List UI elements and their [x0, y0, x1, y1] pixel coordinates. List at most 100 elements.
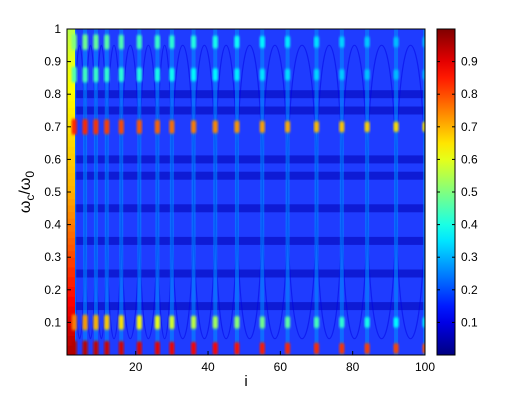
resonance-spot — [104, 67, 110, 83]
y-tick-label: 0.1 — [44, 315, 61, 329]
resonance-spot — [259, 35, 265, 49]
vertical-band-4 — [119, 29, 124, 355]
resonance-spot — [93, 340, 99, 355]
edge-column-cell — [67, 172, 75, 180]
edge-column-cell — [67, 100, 75, 108]
edge-column-cell — [67, 224, 75, 232]
resonance-spot — [169, 35, 175, 49]
resonance-spot — [154, 35, 160, 49]
edge-column-cell — [67, 120, 75, 128]
resonance-spot — [191, 35, 197, 49]
resonance-spot — [234, 120, 240, 134]
edge-column-cell — [67, 113, 75, 121]
edge-column-cell — [67, 87, 75, 95]
dark-row-0 — [67, 302, 425, 311]
colorbar-tick-label: 0.2 — [461, 283, 478, 297]
resonance-spot — [71, 340, 77, 355]
edge-column-cell — [67, 306, 75, 317]
edge-column-cell — [67, 81, 75, 89]
resonance-spot — [136, 67, 142, 82]
edge-column-cell — [67, 345, 75, 355]
edge-column-cell — [67, 107, 75, 115]
y-label-slash: / — [17, 190, 34, 195]
edge-column-cell — [67, 74, 75, 82]
resonance-spot — [393, 69, 399, 80]
resonance-spot — [169, 120, 175, 134]
vertical-band-14 — [339, 29, 344, 355]
resonance-spot — [191, 315, 197, 329]
resonance-spot — [339, 69, 345, 81]
resonance-spot — [234, 35, 240, 49]
edge-column-cell — [67, 237, 75, 245]
edge-column-cell — [67, 32, 75, 37]
colorbar-tick-label: 0.7 — [461, 120, 478, 134]
resonance-spot — [364, 343, 370, 354]
colorbar-tick-label: 0.6 — [461, 152, 478, 166]
resonance-spot — [191, 341, 197, 355]
x-tick-label: 20 — [129, 360, 143, 374]
dark-row-5 — [67, 155, 425, 164]
edge-column-cell — [67, 29, 75, 33]
resonance-spot — [422, 121, 425, 132]
dark-row-1 — [67, 269, 425, 278]
edge-column-cell — [67, 126, 75, 134]
y-tick-label: 0.3 — [44, 250, 61, 264]
x-tick-label: 40 — [201, 360, 215, 374]
colorbar-tick-label: 0.5 — [461, 185, 478, 199]
colorbar-tick-label: 0.3 — [461, 250, 478, 264]
vertical-band-8 — [191, 29, 196, 355]
resonance-spot — [212, 315, 218, 329]
vertical-band-12 — [285, 29, 290, 355]
edge-column-cell — [67, 266, 75, 278]
plot-area — [66, 28, 426, 356]
edge-column-cell — [67, 315, 75, 327]
resonance-spot — [285, 316, 291, 329]
vertical-band-2 — [93, 29, 98, 355]
resonance-spot — [154, 119, 160, 134]
resonance-spot — [422, 69, 425, 80]
resonance-spot — [339, 36, 345, 48]
resonance-spot — [285, 36, 291, 48]
resonance-spot — [314, 316, 320, 329]
resonance-spot — [212, 35, 218, 49]
resonance-spot — [82, 314, 88, 331]
y-tick-label: 0.2 — [44, 283, 61, 297]
vertical-band-17 — [423, 29, 425, 355]
edge-column-cell — [67, 58, 75, 63]
resonance-spot — [118, 34, 124, 50]
resonance-spot — [136, 341, 142, 355]
resonance-spot — [71, 314, 77, 331]
edge-column-cell — [67, 185, 75, 193]
edge-column-cell — [67, 51, 75, 56]
y-tick-label: 1 — [54, 22, 61, 36]
resonance-spot — [364, 69, 370, 80]
resonance-spot — [259, 342, 265, 355]
colorbar-tick-label: 0.4 — [461, 218, 478, 232]
edge-column-cell — [67, 244, 75, 252]
resonance-spot — [104, 34, 110, 50]
resonance-spot — [285, 68, 291, 81]
colorbar-ticks: 0.1 0.2 0.3 0.4 0.5 0.6 0.7 0.8 0.9 — [437, 55, 478, 329]
resonance-spot — [285, 342, 291, 355]
y-label-sub-0: 0 — [23, 171, 37, 178]
resonance-spot — [314, 121, 320, 133]
edge-column-cell — [67, 198, 75, 206]
y-label-omega-0: ω — [17, 178, 34, 191]
colorbar-tick-label: 0.1 — [461, 315, 478, 329]
edge-column-cell — [67, 152, 75, 160]
resonance-spot — [191, 120, 197, 134]
edge-column-cell — [67, 192, 75, 200]
edge-column-cell — [67, 55, 75, 59]
y-tick-label: 0.5 — [44, 185, 61, 199]
resonance-spot — [118, 67, 124, 82]
x-tick-label: 100 — [415, 360, 435, 374]
edge-column-cell — [67, 38, 75, 43]
resonance-spot — [393, 121, 399, 132]
resonance-spot — [82, 118, 88, 135]
resonance-spot — [259, 316, 265, 329]
resonance-spot — [422, 37, 425, 48]
resonance-spot — [93, 119, 99, 135]
vertical-band-10 — [234, 29, 239, 355]
vertical-band-11 — [260, 29, 265, 355]
